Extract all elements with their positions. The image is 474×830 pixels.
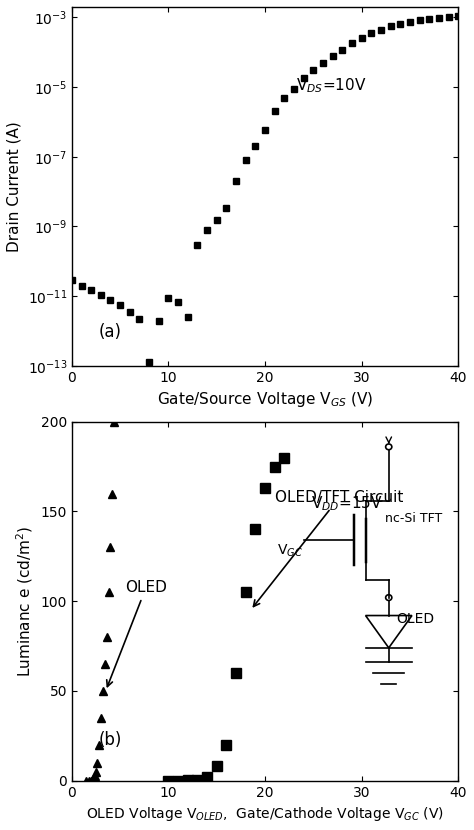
Text: V$_{DS}$=10V: V$_{DS}$=10V: [296, 76, 366, 95]
Text: (b): (b): [99, 730, 122, 749]
Text: V$_{GC}$: V$_{GC}$: [277, 543, 302, 559]
Text: V$_{DD}$=15V: V$_{DD}$=15V: [311, 494, 383, 513]
Text: OLED: OLED: [107, 580, 167, 686]
Text: nc-Si TFT: nc-Si TFT: [385, 512, 442, 525]
Text: (a): (a): [99, 323, 122, 341]
X-axis label: Gate/Source Voltage V$_{GS}$ (V): Gate/Source Voltage V$_{GS}$ (V): [157, 390, 373, 409]
Y-axis label: Luminanc e (cd/m$^{2}$): Luminanc e (cd/m$^{2}$): [14, 525, 35, 677]
Text: OLED/TFT Circuit: OLED/TFT Circuit: [254, 491, 403, 607]
Y-axis label: Drain Current (A): Drain Current (A): [7, 121, 22, 251]
Text: OLED: OLED: [396, 612, 435, 626]
X-axis label: OLED Voltage V$_{OLED}$,  Gate/Cathode Voltage V$_{GC}$ (V): OLED Voltage V$_{OLED}$, Gate/Cathode Vo…: [86, 805, 444, 823]
